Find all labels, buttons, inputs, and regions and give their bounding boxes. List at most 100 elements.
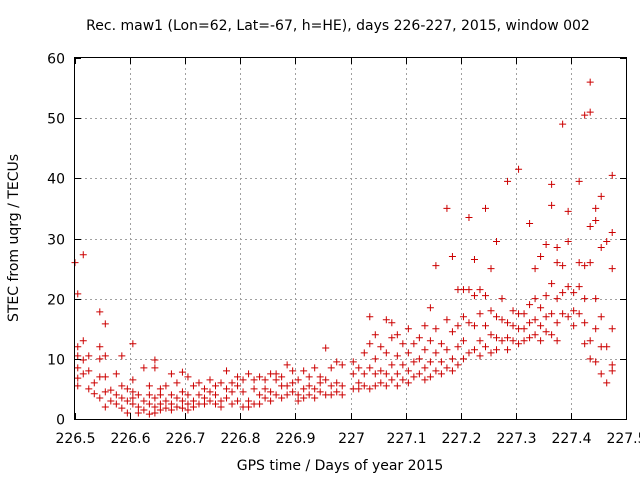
data-point: [134, 391, 142, 399]
y-tick-label: 60: [47, 52, 65, 68]
data-point: [432, 325, 440, 333]
y-tick-label: 20: [47, 293, 65, 309]
chart-title: Rec. maw1 (Lon=62, Lat=-67, h=HE), days …: [86, 18, 590, 34]
data-point: [261, 376, 269, 384]
data-point: [586, 337, 594, 345]
data-point: [289, 388, 297, 396]
data-point: [189, 403, 197, 411]
x-tick-label: 227.5: [606, 431, 640, 447]
data-point: [559, 120, 567, 128]
data-point: [437, 370, 445, 378]
data-point: [448, 355, 456, 363]
data-point: [553, 259, 561, 267]
data-point: [459, 337, 467, 345]
x-axis-label: GPS time / Days of year 2015: [237, 458, 444, 474]
axis-ticks: 226.5 226.6 226.7 226.8 226.9 227 227.1 227.2 22…: [47, 52, 640, 448]
data-point: [355, 379, 363, 387]
data-point: [316, 379, 324, 387]
data-point: [498, 295, 506, 303]
data-point: [74, 290, 82, 298]
data-point: [481, 292, 489, 300]
data-point: [399, 361, 407, 369]
data-point: [553, 295, 561, 303]
data-point: [410, 358, 418, 366]
data-point: [156, 406, 164, 414]
data-point: [278, 373, 286, 381]
x-tick-label: 226.8: [220, 431, 260, 447]
data-point: [575, 283, 583, 291]
data-point: [212, 382, 220, 390]
data-point: [151, 403, 159, 411]
data-point: [476, 286, 484, 294]
data-point: [145, 391, 153, 399]
data-point: [101, 373, 109, 381]
data-point: [448, 367, 456, 375]
data-point: [581, 262, 589, 270]
data-point: [437, 340, 445, 348]
data-point: [212, 400, 220, 408]
data-point: [129, 400, 137, 408]
data-point: [509, 322, 517, 330]
data-point: [107, 397, 115, 405]
data-point: [570, 289, 578, 297]
data-point: [327, 364, 335, 372]
data-point: [548, 280, 556, 288]
data-point: [586, 108, 594, 116]
data-point: [134, 409, 142, 417]
data-point: [300, 367, 308, 375]
data-point: [200, 400, 208, 408]
data-point: [421, 376, 429, 384]
data-point: [570, 322, 578, 330]
data-point: [267, 388, 275, 396]
data-point: [74, 382, 82, 390]
data-point: [96, 394, 104, 402]
data-point: [338, 382, 346, 390]
data-point: [520, 325, 528, 333]
data-point: [575, 259, 583, 267]
data-point: [200, 394, 208, 402]
data-point: [173, 403, 181, 411]
data-point: [112, 400, 120, 408]
data-point: [581, 319, 589, 327]
data-point: [382, 316, 390, 324]
data-point: [74, 343, 82, 351]
data-point: [382, 349, 390, 357]
data-point: [283, 382, 291, 390]
data-point: [608, 171, 616, 179]
data-point: [575, 177, 583, 185]
data-point: [267, 397, 275, 405]
data-point: [537, 253, 545, 261]
data-point: [592, 295, 600, 303]
data-point: [443, 204, 451, 212]
data-point: [156, 385, 164, 393]
data-point: [140, 364, 148, 372]
data-point: [476, 310, 484, 318]
data-point: [432, 262, 440, 270]
data-point: [564, 313, 572, 321]
data-point: [156, 400, 164, 408]
data-point: [217, 403, 225, 411]
data-point: [504, 334, 512, 342]
data-point: [448, 253, 456, 261]
y-axis-label: STEC from uqrg / TECUs: [6, 154, 22, 322]
data-point: [470, 322, 478, 330]
data-point: [542, 328, 550, 336]
data-point: [388, 361, 396, 369]
data-point: [217, 397, 225, 405]
data-point: [129, 394, 137, 402]
data-point: [223, 367, 231, 375]
y-tick-label: 50: [47, 112, 65, 128]
data-point: [217, 379, 225, 387]
data-point: [548, 180, 556, 188]
data-point: [531, 295, 539, 303]
data-point: [388, 334, 396, 342]
data-point: [151, 409, 159, 417]
data-point: [586, 222, 594, 230]
data-point: [167, 391, 175, 399]
data-point: [465, 213, 473, 221]
data-point: [382, 382, 390, 390]
data-point: [426, 304, 434, 312]
data-point: [465, 286, 473, 294]
data-point: [360, 382, 368, 390]
data-point: [184, 406, 192, 414]
